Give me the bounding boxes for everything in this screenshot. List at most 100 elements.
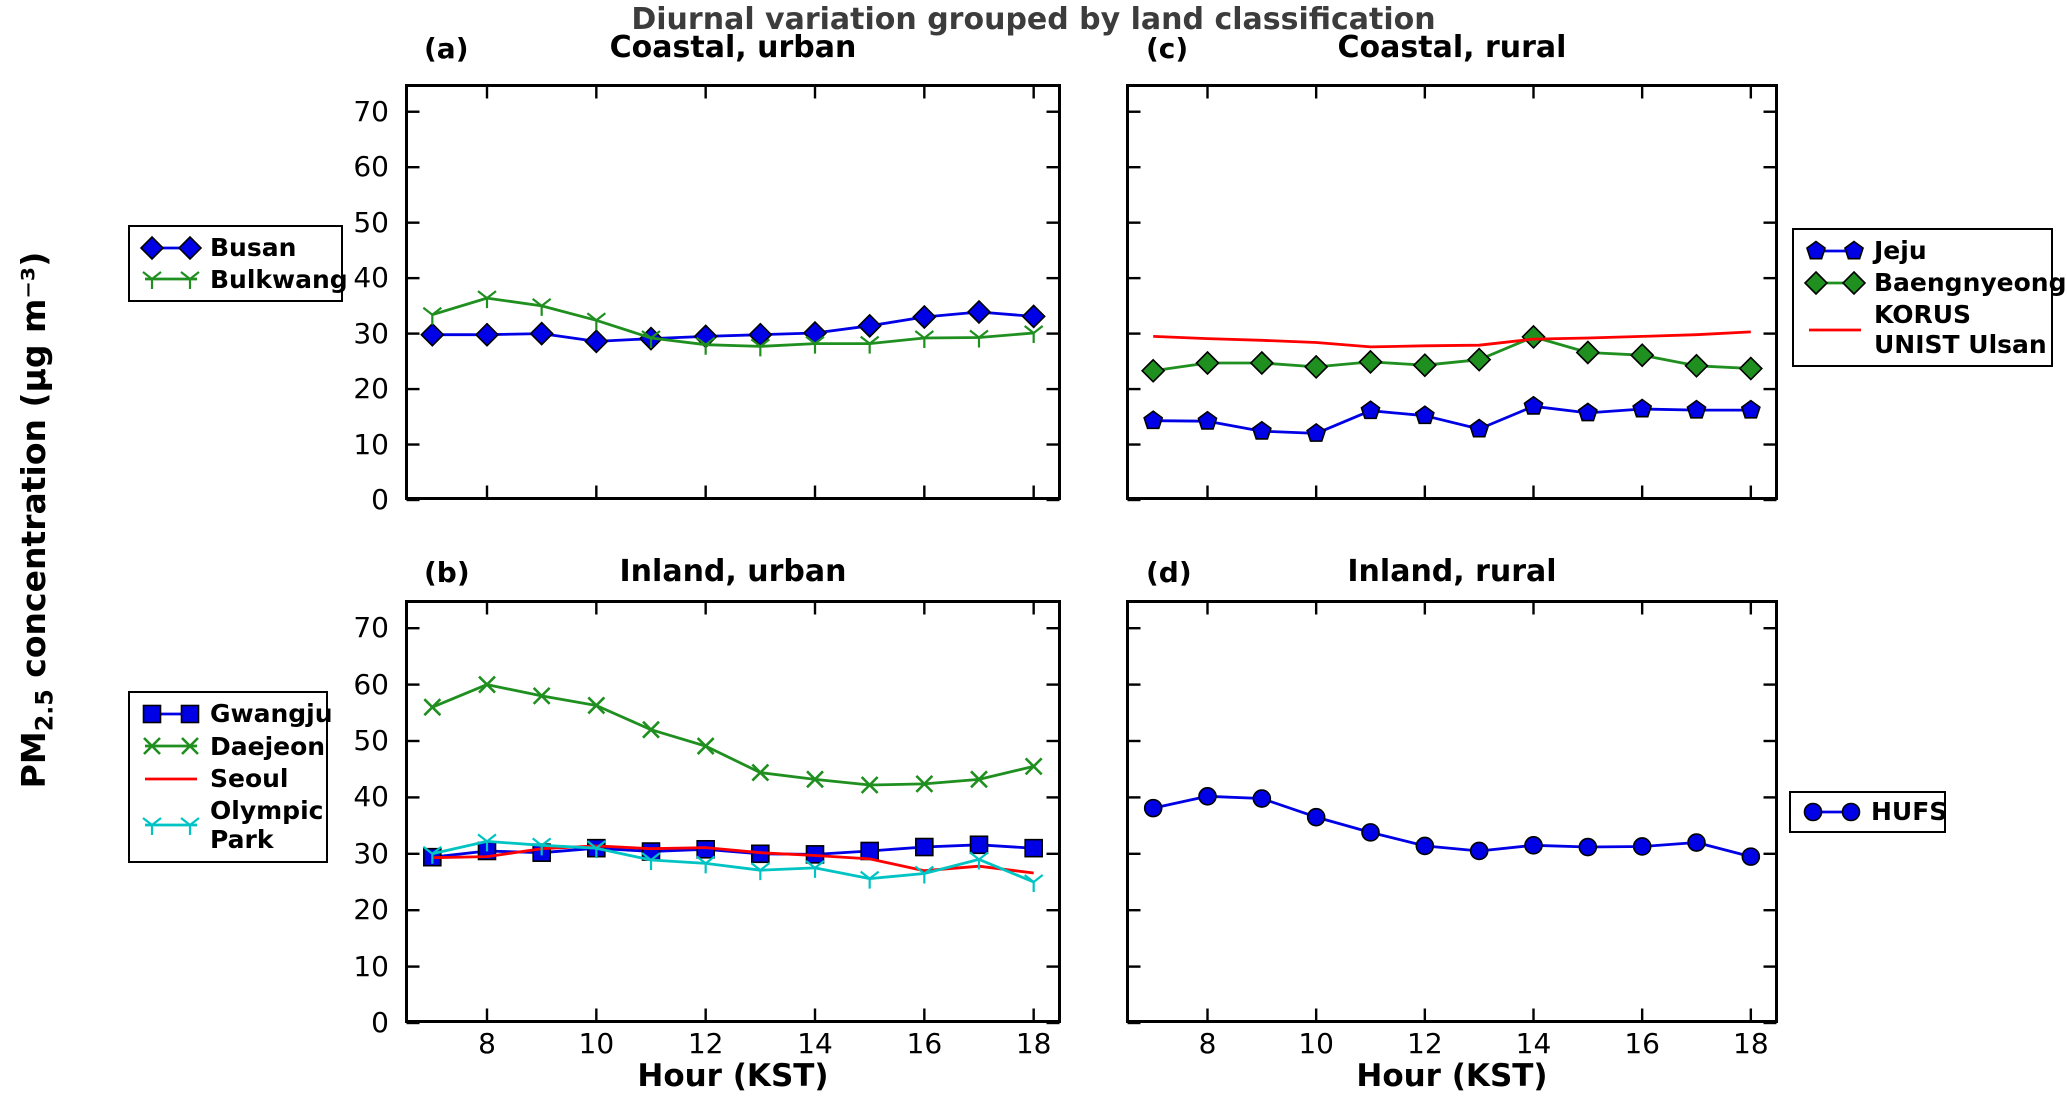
x-tick-label: 18 xyxy=(1733,1027,1769,1060)
y-tick-label: 20 xyxy=(353,893,389,927)
marker-x xyxy=(1024,757,1043,776)
marker-diamond xyxy=(1249,350,1274,376)
panel-svg-d xyxy=(1126,600,1778,1025)
legend-key-diamond-icon xyxy=(139,235,203,260)
marker-square xyxy=(969,835,989,855)
marker-tri-down xyxy=(859,335,880,354)
y-tick-label: 70 xyxy=(353,94,389,128)
legend-label: Bulkwang xyxy=(210,264,348,294)
legend-item-olympic-park: Olympic Park xyxy=(140,796,323,855)
panel-svg-b xyxy=(405,600,1061,1025)
x-tick-label: 12 xyxy=(1407,1027,1443,1060)
series-line-korus-unist-ulsan xyxy=(1153,330,1751,349)
marker-diamond xyxy=(177,235,203,260)
marker-circle xyxy=(1803,802,1823,822)
marker-tri-down xyxy=(180,817,200,836)
marker-diamond xyxy=(802,320,828,346)
marker-diamond xyxy=(474,322,500,347)
marker-x xyxy=(478,675,496,694)
legend-item-bulkwang: Bulkwang xyxy=(140,264,348,294)
marker-x xyxy=(806,770,824,789)
marker-tri-down xyxy=(750,338,771,357)
legend-label: Busan xyxy=(210,232,297,262)
marker-square xyxy=(860,841,879,861)
marker-tri-down xyxy=(805,335,825,354)
axes-frame xyxy=(405,600,1061,1023)
marker-diamond xyxy=(1575,340,1600,365)
marker-diamond xyxy=(1803,270,1829,296)
panel-title-c: Coastal, rural xyxy=(1337,30,1567,65)
panel-title-a: Coastal, urban xyxy=(609,30,857,65)
marker-diamond xyxy=(966,299,992,325)
plot-area-coastal-rural xyxy=(1126,84,1778,502)
marker-square xyxy=(142,704,162,724)
marker-pentagon xyxy=(1360,400,1381,420)
marker-pentagon xyxy=(1577,402,1598,422)
y-tick-label: 50 xyxy=(353,724,389,757)
marker-diamond xyxy=(420,322,445,347)
legend-item-hufs: HUFS xyxy=(1801,797,1947,827)
legend-label: Seoul xyxy=(210,763,289,793)
marker-diamond xyxy=(1304,354,1329,380)
marker-x xyxy=(181,737,199,756)
marker-pentagon xyxy=(1143,410,1164,430)
marker-diamond xyxy=(857,313,882,338)
marker-tri-down xyxy=(914,865,935,884)
marker-diamond xyxy=(1630,343,1655,368)
series-line-bulkwang xyxy=(431,296,1034,348)
marker-circle xyxy=(1632,837,1652,856)
legend-item-seoul: Seoul xyxy=(140,764,316,794)
y-axis-label-pm: PM xyxy=(14,731,53,789)
marker-circle xyxy=(1841,802,1861,822)
legend-key-pentagon-icon xyxy=(1806,240,1864,260)
plot-area-inland-rural: 8 10 12 14 16 18 xyxy=(1126,600,1778,1058)
marker-pentagon xyxy=(1469,418,1490,438)
y-tick-label: 60 xyxy=(353,150,389,184)
legend-key-circle-icon xyxy=(1803,802,1861,822)
y-tick-label: 10 xyxy=(353,949,389,983)
marker-tri-down xyxy=(180,271,200,290)
axes-frame xyxy=(405,84,1061,500)
x-tick-label: 14 xyxy=(1515,1027,1552,1060)
legend-inland-rural: HUFS xyxy=(1789,791,1947,833)
marker-circle xyxy=(1252,789,1272,808)
marker-tri-down xyxy=(695,855,716,874)
x-tick-label: 18 xyxy=(1015,1027,1052,1060)
marker-pentagon xyxy=(1306,422,1327,442)
marker-circle xyxy=(1524,836,1543,855)
marker-x xyxy=(587,696,606,715)
marker-x xyxy=(751,763,770,782)
marker-tri-down xyxy=(586,840,607,859)
marker-circle xyxy=(1741,847,1761,866)
marker-diamond xyxy=(1358,349,1383,375)
panel-svg-c xyxy=(1126,84,1778,502)
marker-pentagon xyxy=(1197,410,1218,430)
plot-area-coastal-urban: 0 10 20 30 40 50 60 70 xyxy=(353,84,1061,514)
legend-item-jeju: Jeju xyxy=(1804,236,2041,266)
marker-diamond xyxy=(584,329,609,354)
marker-tri-down xyxy=(969,329,989,348)
y-axis-label-text: PM2.5 concentration (µg m⁻³) xyxy=(14,252,59,789)
y-tick-label: 30 xyxy=(353,836,389,870)
x-tick-label: 14 xyxy=(797,1027,833,1060)
marker-diamond xyxy=(1684,353,1709,378)
x-axis-label-right: Hour (KST) xyxy=(1356,1058,1548,1094)
legend-coastal-urban: Busan Bulkwang xyxy=(128,225,348,302)
marker-pentagon xyxy=(1686,399,1707,419)
marker-tri-down xyxy=(859,870,880,889)
marker-pentagon xyxy=(1740,399,1761,419)
y-tick-label: 0 xyxy=(371,1006,389,1039)
marker-tri-down xyxy=(641,330,661,349)
x-axis-label-left: Hour (KST) xyxy=(637,1058,829,1094)
marker-tri-down xyxy=(750,862,771,881)
marker-circle xyxy=(1469,841,1489,861)
panel-label-c: (c) xyxy=(1146,32,1189,65)
marker-diamond xyxy=(1841,270,1867,296)
marker-tri-down xyxy=(641,852,661,871)
marker-tri-down xyxy=(422,306,443,325)
y-tick-label: 20 xyxy=(353,372,389,406)
x-tick-label: 16 xyxy=(906,1027,943,1060)
marker-tri-down xyxy=(422,845,443,864)
marker-x xyxy=(143,737,161,756)
